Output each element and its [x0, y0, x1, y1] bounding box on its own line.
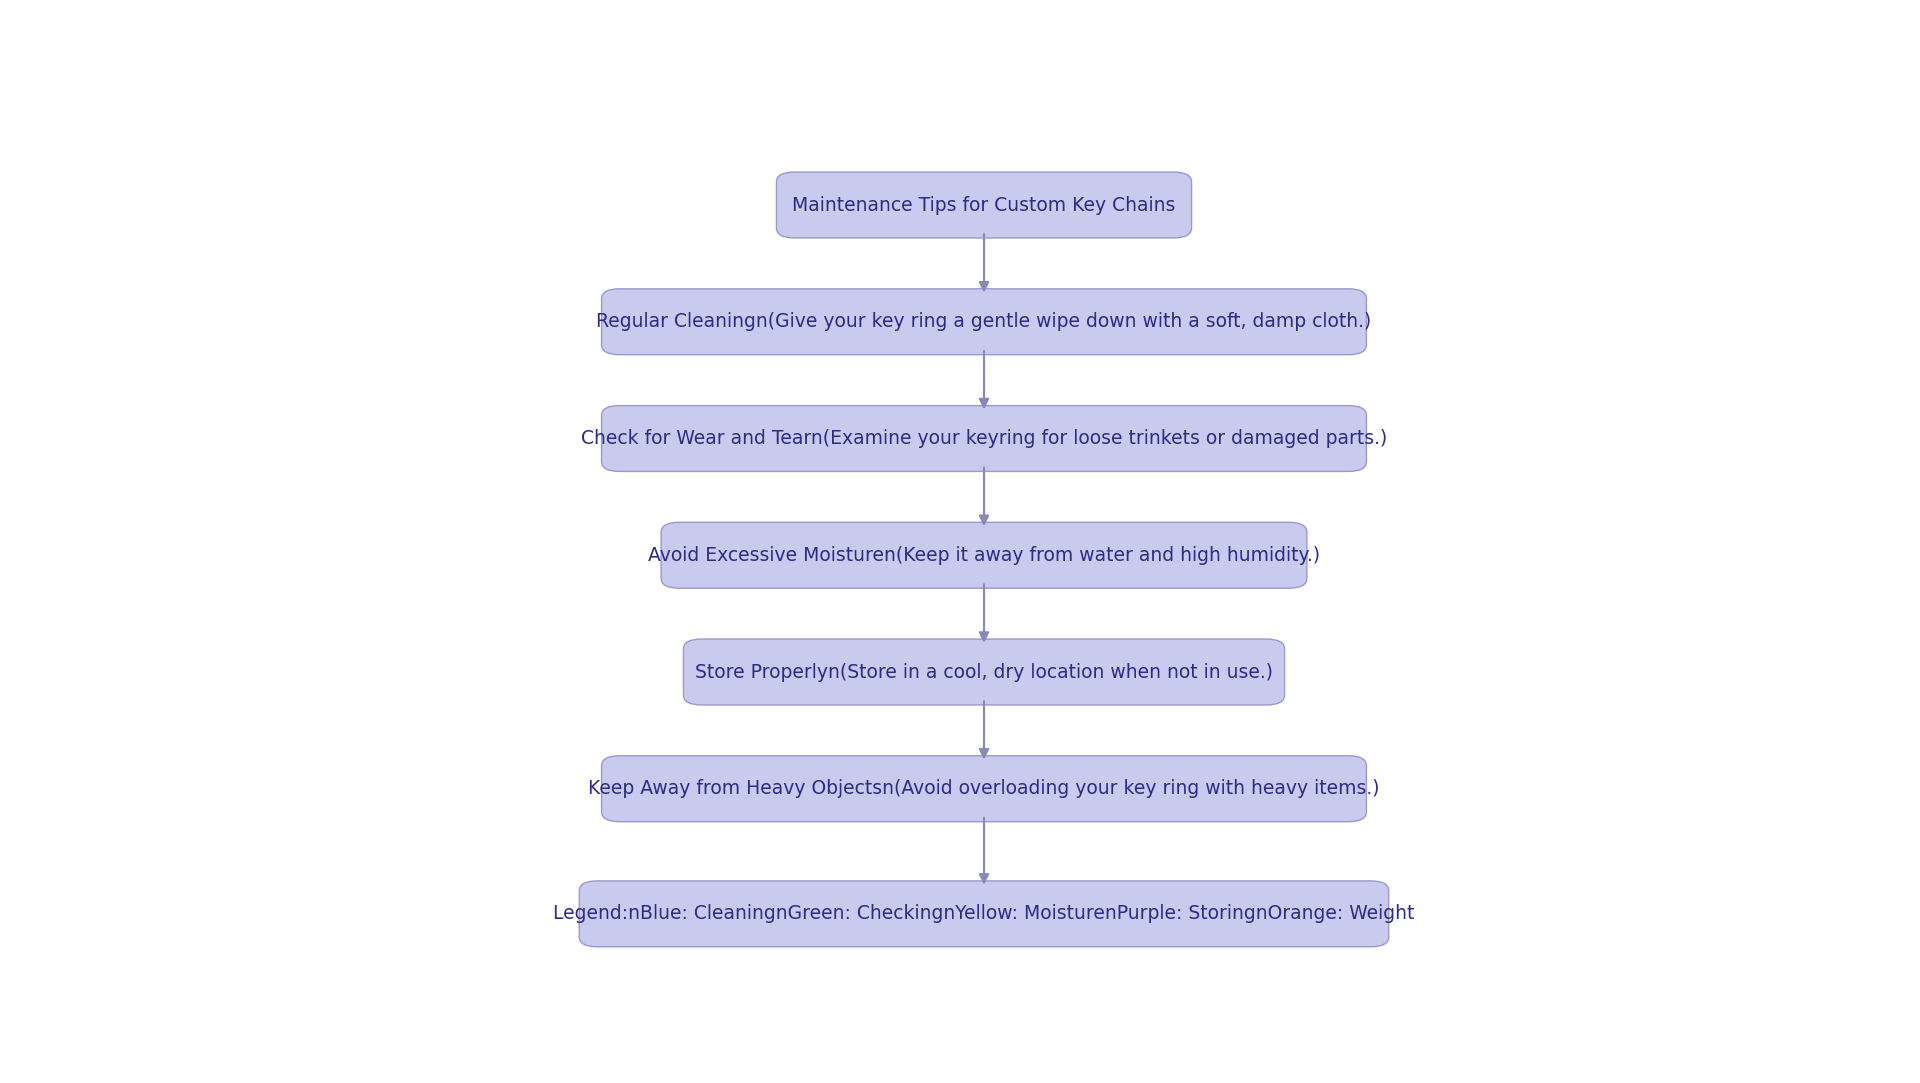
- FancyBboxPatch shape: [684, 639, 1284, 705]
- Text: Maintenance Tips for Custom Key Chains: Maintenance Tips for Custom Key Chains: [793, 196, 1175, 214]
- Text: Check for Wear and Tearn(Examine your keyring for loose trinkets or damaged part: Check for Wear and Tearn(Examine your ke…: [582, 429, 1386, 448]
- FancyBboxPatch shape: [580, 880, 1388, 947]
- Text: Regular Cleaningn(Give your key ring a gentle wipe down with a soft, damp cloth.: Regular Cleaningn(Give your key ring a g…: [597, 312, 1371, 331]
- FancyBboxPatch shape: [601, 405, 1367, 471]
- FancyBboxPatch shape: [776, 172, 1192, 238]
- FancyBboxPatch shape: [601, 756, 1367, 822]
- Text: Store Properlyn(Store in a cool, dry location when not in use.): Store Properlyn(Store in a cool, dry loc…: [695, 663, 1273, 681]
- FancyBboxPatch shape: [601, 289, 1367, 355]
- FancyBboxPatch shape: [660, 522, 1308, 588]
- Text: Keep Away from Heavy Objectsn(Avoid overloading your key ring with heavy items.): Keep Away from Heavy Objectsn(Avoid over…: [588, 780, 1380, 798]
- Text: Avoid Excessive Moisturen(Keep it away from water and high humidity.): Avoid Excessive Moisturen(Keep it away f…: [647, 546, 1321, 564]
- Text: Legend:nBlue: CleaningnGreen: CheckingnYellow: MoisturenPurple: StoringnOrange: : Legend:nBlue: CleaningnGreen: CheckingnY…: [553, 904, 1415, 924]
